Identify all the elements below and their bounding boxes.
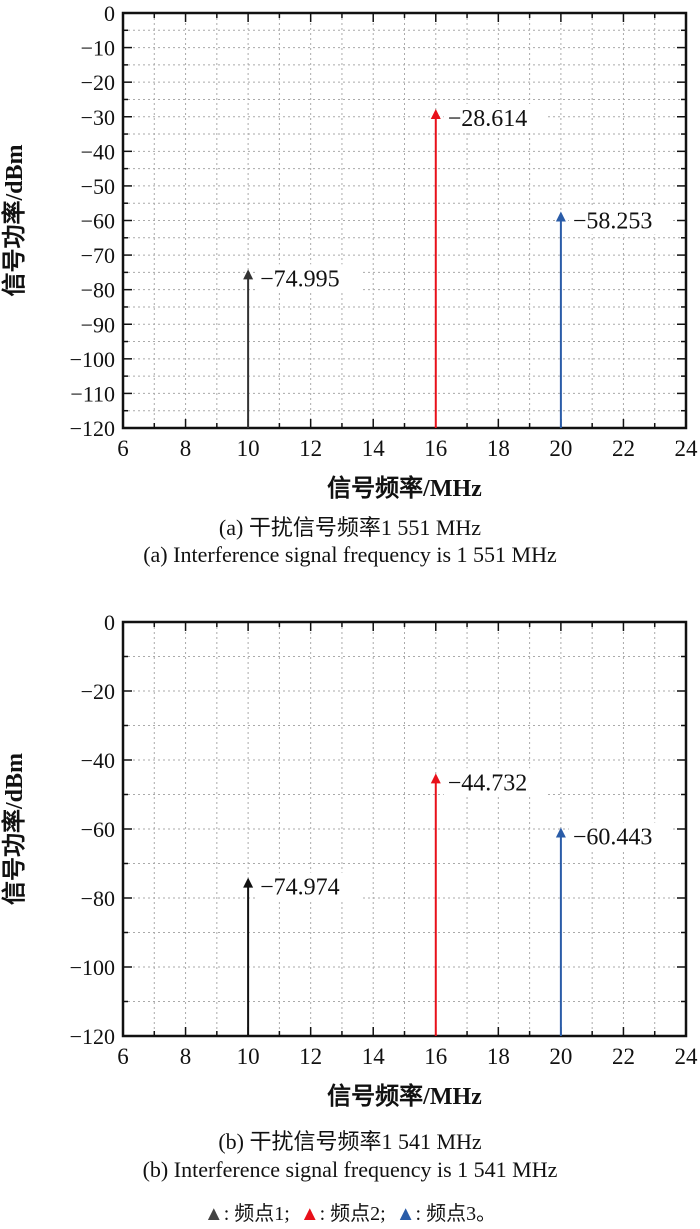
y-tick-label: −80 — [81, 886, 115, 911]
caption-b-cn: (b) 干扰信号频率1 541 MHz — [218, 1129, 482, 1154]
data-label: −74.995 — [260, 266, 340, 292]
legend-item-1: ▲: 频点1; — [204, 1203, 290, 1225]
data-label-bg — [568, 206, 673, 235]
triangle-marker — [555, 211, 566, 222]
x-tick-label: 14 — [362, 1044, 386, 1069]
y-tick-label: −100 — [70, 347, 115, 372]
y-tick-label: −10 — [81, 36, 115, 61]
legend-label: : 频点2; — [319, 1203, 386, 1225]
triangle-marker — [243, 877, 254, 888]
triangle-icon: ▲ — [203, 1203, 224, 1225]
y-axis-label: 信号功率/dBm — [0, 144, 28, 296]
y-tick-label: 0 — [104, 1, 115, 26]
caption-a-en: (a) Interference signal frequency is 1 5… — [143, 542, 557, 567]
y-tick-label: −120 — [70, 1024, 115, 1049]
y-tick-label: −60 — [81, 817, 115, 842]
caption-a-cn: (a) 干扰信号频率1 551 MHz — [218, 515, 482, 540]
triangle-marker — [430, 108, 441, 119]
x-tick-label: 14 — [362, 436, 386, 461]
x-tick-label: 8 — [180, 436, 192, 461]
x-tick-label: 8 — [180, 1044, 192, 1069]
legend: ▲: 频点1; ▲: 频点2; ▲: 频点3。 — [0, 1197, 700, 1226]
x-tick-label: 22 — [612, 1044, 635, 1069]
y-axis-label: 信号功率/dBm — [0, 753, 28, 905]
data-label: −44.732 — [448, 770, 528, 796]
x-tick-label: 12 — [299, 436, 322, 461]
data-label: −74.974 — [260, 875, 340, 901]
x-tick-label: 16 — [424, 436, 447, 461]
x-tick-label: 10 — [237, 1044, 260, 1069]
data-label: −60.443 — [573, 825, 653, 851]
chart-0: 6 8 10 12 14 16 18 20 22 24 0 −10 −20 −30 −40 −50 −60 −70… — [0, 1, 698, 502]
y-tick-label: −70 — [81, 243, 115, 268]
data-label-bg — [568, 822, 673, 851]
x-tick-label: 6 — [117, 1044, 129, 1069]
y-tick-label: −20 — [81, 679, 115, 704]
y-tick-label: −120 — [70, 416, 115, 441]
legend-item-2: ▲: 频点2; — [300, 1203, 386, 1225]
y-tick-label: −80 — [81, 278, 115, 303]
data-label-bg — [443, 768, 548, 797]
y-tick-label: −20 — [81, 70, 115, 95]
x-tick-label: 22 — [612, 436, 635, 461]
triangle-icon: ▲ — [395, 1203, 416, 1225]
y-tick-label: −110 — [70, 381, 115, 406]
y-tick-label: −100 — [70, 955, 115, 980]
x-tick-label: 10 — [237, 436, 260, 461]
caption-b-en: (b) Interference signal frequency is 1 5… — [142, 1157, 558, 1182]
x-tick-label: 16 — [424, 1044, 447, 1069]
y-tick-label: −90 — [81, 312, 115, 337]
triangle-marker — [243, 269, 254, 280]
x-axis-label: 信号频率/MHz — [327, 1082, 482, 1110]
x-tick-label: 24 — [675, 1044, 699, 1069]
triangle-marker — [430, 773, 441, 784]
x-tick-label: 20 — [549, 1044, 572, 1069]
x-tick-label: 20 — [549, 436, 572, 461]
y-tick-label: −50 — [81, 174, 115, 199]
x-tick-label: 24 — [675, 436, 699, 461]
x-tick-label: 6 — [117, 436, 129, 461]
triangle-icon: ▲ — [299, 1203, 320, 1225]
x-tick-label: 12 — [299, 1044, 322, 1069]
data-label-bg — [256, 264, 361, 293]
y-tick-label: −40 — [81, 139, 115, 164]
x-axis-label: 信号频率/MHz — [327, 474, 482, 502]
legend-item-3: ▲: 频点3。 — [396, 1203, 496, 1225]
data-label: −28.614 — [448, 106, 528, 132]
data-label-bg — [443, 103, 548, 132]
legend-label: : 频点3。 — [415, 1203, 497, 1225]
data-label-bg — [256, 872, 361, 901]
chart-1: 6 8 10 12 14 16 18 20 22 24 0 −20 −40 −60 −80 −100 −120 信… — [0, 610, 698, 1110]
x-tick-label: 18 — [487, 436, 510, 461]
y-tick-label: 0 — [104, 610, 115, 635]
y-tick-label: −60 — [81, 209, 115, 234]
triangle-marker — [555, 827, 566, 838]
data-label: −58.253 — [573, 208, 653, 234]
y-tick-label: −30 — [81, 105, 115, 130]
legend-label: : 频点1; — [223, 1203, 290, 1225]
x-tick-label: 18 — [487, 1044, 510, 1069]
y-tick-label: −40 — [81, 748, 115, 773]
